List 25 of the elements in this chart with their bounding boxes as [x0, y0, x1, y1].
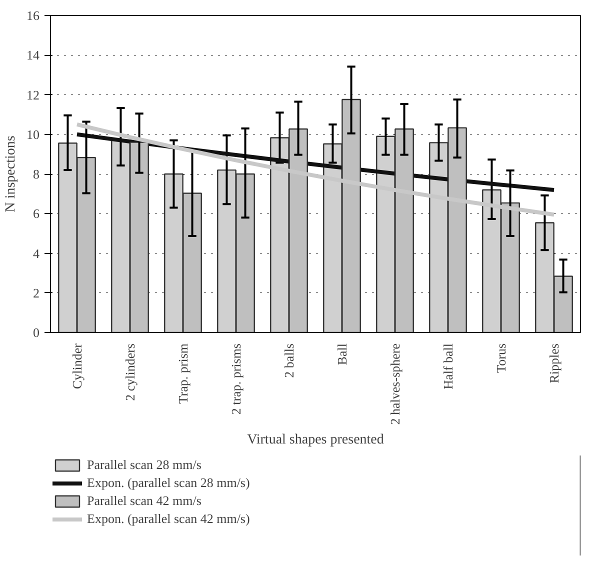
y-tick-label: 12 [26, 87, 40, 102]
y-tick-label: 0 [33, 325, 40, 340]
y-axis-title: N inspections [4, 136, 18, 212]
y-tick-label: 14 [26, 48, 40, 63]
y-tick-label: 4 [33, 246, 40, 261]
x-tick-label: 2 halves-sphere [388, 343, 402, 425]
legend-label: Expon. (parallel scan 42 mm/s) [87, 511, 250, 527]
x-axis-title: Virtual shapes presented [247, 432, 384, 448]
x-tick-label: 2 trap. prisms [228, 343, 244, 415]
x-tick-label: Cylinder [70, 342, 84, 389]
x-tick-label: Ripples [546, 343, 562, 384]
x-tick-label: Ball [334, 343, 350, 366]
x-tick-label: Torus [494, 344, 508, 373]
y-tick-label: 2 [33, 285, 40, 300]
x-tick-label: Trap. prism [176, 343, 190, 404]
legend-label: Expon. (parallel scan 28 mm/s) [87, 475, 250, 491]
y-tick-label: 8 [33, 166, 40, 182]
x-tick-label: 2 balls [282, 343, 296, 378]
legend-label: Parallel scan 42 mm/s [87, 493, 202, 509]
legend-label: Parallel scan 28 mm/s [87, 457, 202, 473]
y-tick-label: 16 [26, 8, 40, 23]
y-tick-label: 6 [33, 206, 40, 222]
y-tick-label: 10 [26, 126, 40, 142]
x-tick-label: Half ball [440, 343, 456, 390]
x-tick-label: 2 cylinders [122, 343, 138, 401]
